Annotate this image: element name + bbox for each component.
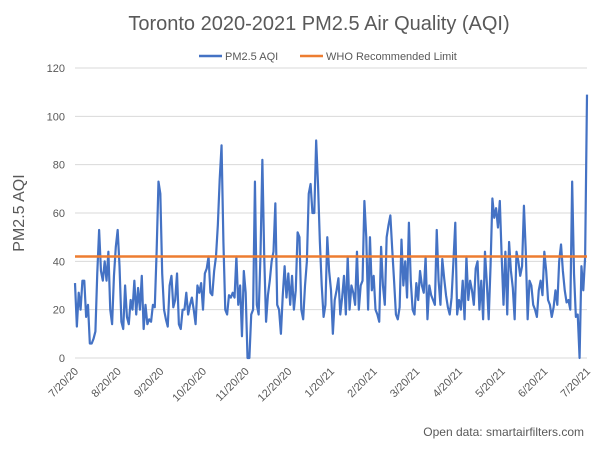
y-tick-label: 80 bbox=[53, 160, 65, 172]
legend-label-who: WHO Recommended Limit bbox=[326, 51, 457, 63]
y-axis-label: PM2.5 AQI bbox=[11, 174, 28, 251]
series-line-pm25 bbox=[73, 94, 589, 360]
legend-label-pm25: PM2.5 AQI bbox=[225, 51, 278, 63]
y-axis-ticks: 0 20 40 60 80 100 120 bbox=[47, 63, 65, 365]
x-tick-label: 10/20/20 bbox=[170, 366, 209, 405]
y-tick-label: 120 bbox=[47, 63, 65, 75]
y-tick-label: 0 bbox=[59, 353, 65, 365]
y-tick-label: 20 bbox=[53, 305, 65, 317]
y-tick-label: 60 bbox=[53, 208, 65, 220]
legend: PM2.5 AQI WHO Recommended Limit bbox=[199, 51, 457, 63]
source-note: Open data: smartairfilters.com bbox=[423, 425, 584, 439]
x-tick-label: 8/20/20 bbox=[89, 366, 123, 400]
x-tick-label: 5/20/21 bbox=[473, 366, 507, 400]
x-tick-label: 7/20/21 bbox=[559, 366, 593, 400]
y-tick-label: 100 bbox=[47, 111, 65, 123]
x-tick-label: 7/20/20 bbox=[47, 366, 81, 400]
x-tick-label: 9/20/20 bbox=[132, 366, 166, 400]
chart-title: Toronto 2020-2021 PM2.5 Air Quality (AQI… bbox=[128, 13, 509, 35]
x-tick-label: 1/20/21 bbox=[303, 366, 337, 400]
x-tick-label: 12/20/20 bbox=[256, 366, 295, 405]
series-layer bbox=[73, 94, 589, 360]
x-tick-label: 2/20/21 bbox=[345, 366, 379, 400]
x-axis-ticks: 7/20/20 8/20/20 9/20/20 10/20/20 11/20/20 12/… bbox=[47, 366, 593, 405]
x-tick-label: 3/20/21 bbox=[388, 366, 422, 400]
x-tick-label: 4/20/21 bbox=[431, 366, 465, 400]
x-tick-label: 11/20/20 bbox=[214, 366, 252, 404]
y-tick-label: 40 bbox=[53, 256, 65, 268]
x-tick-label: 6/20/21 bbox=[516, 366, 550, 400]
